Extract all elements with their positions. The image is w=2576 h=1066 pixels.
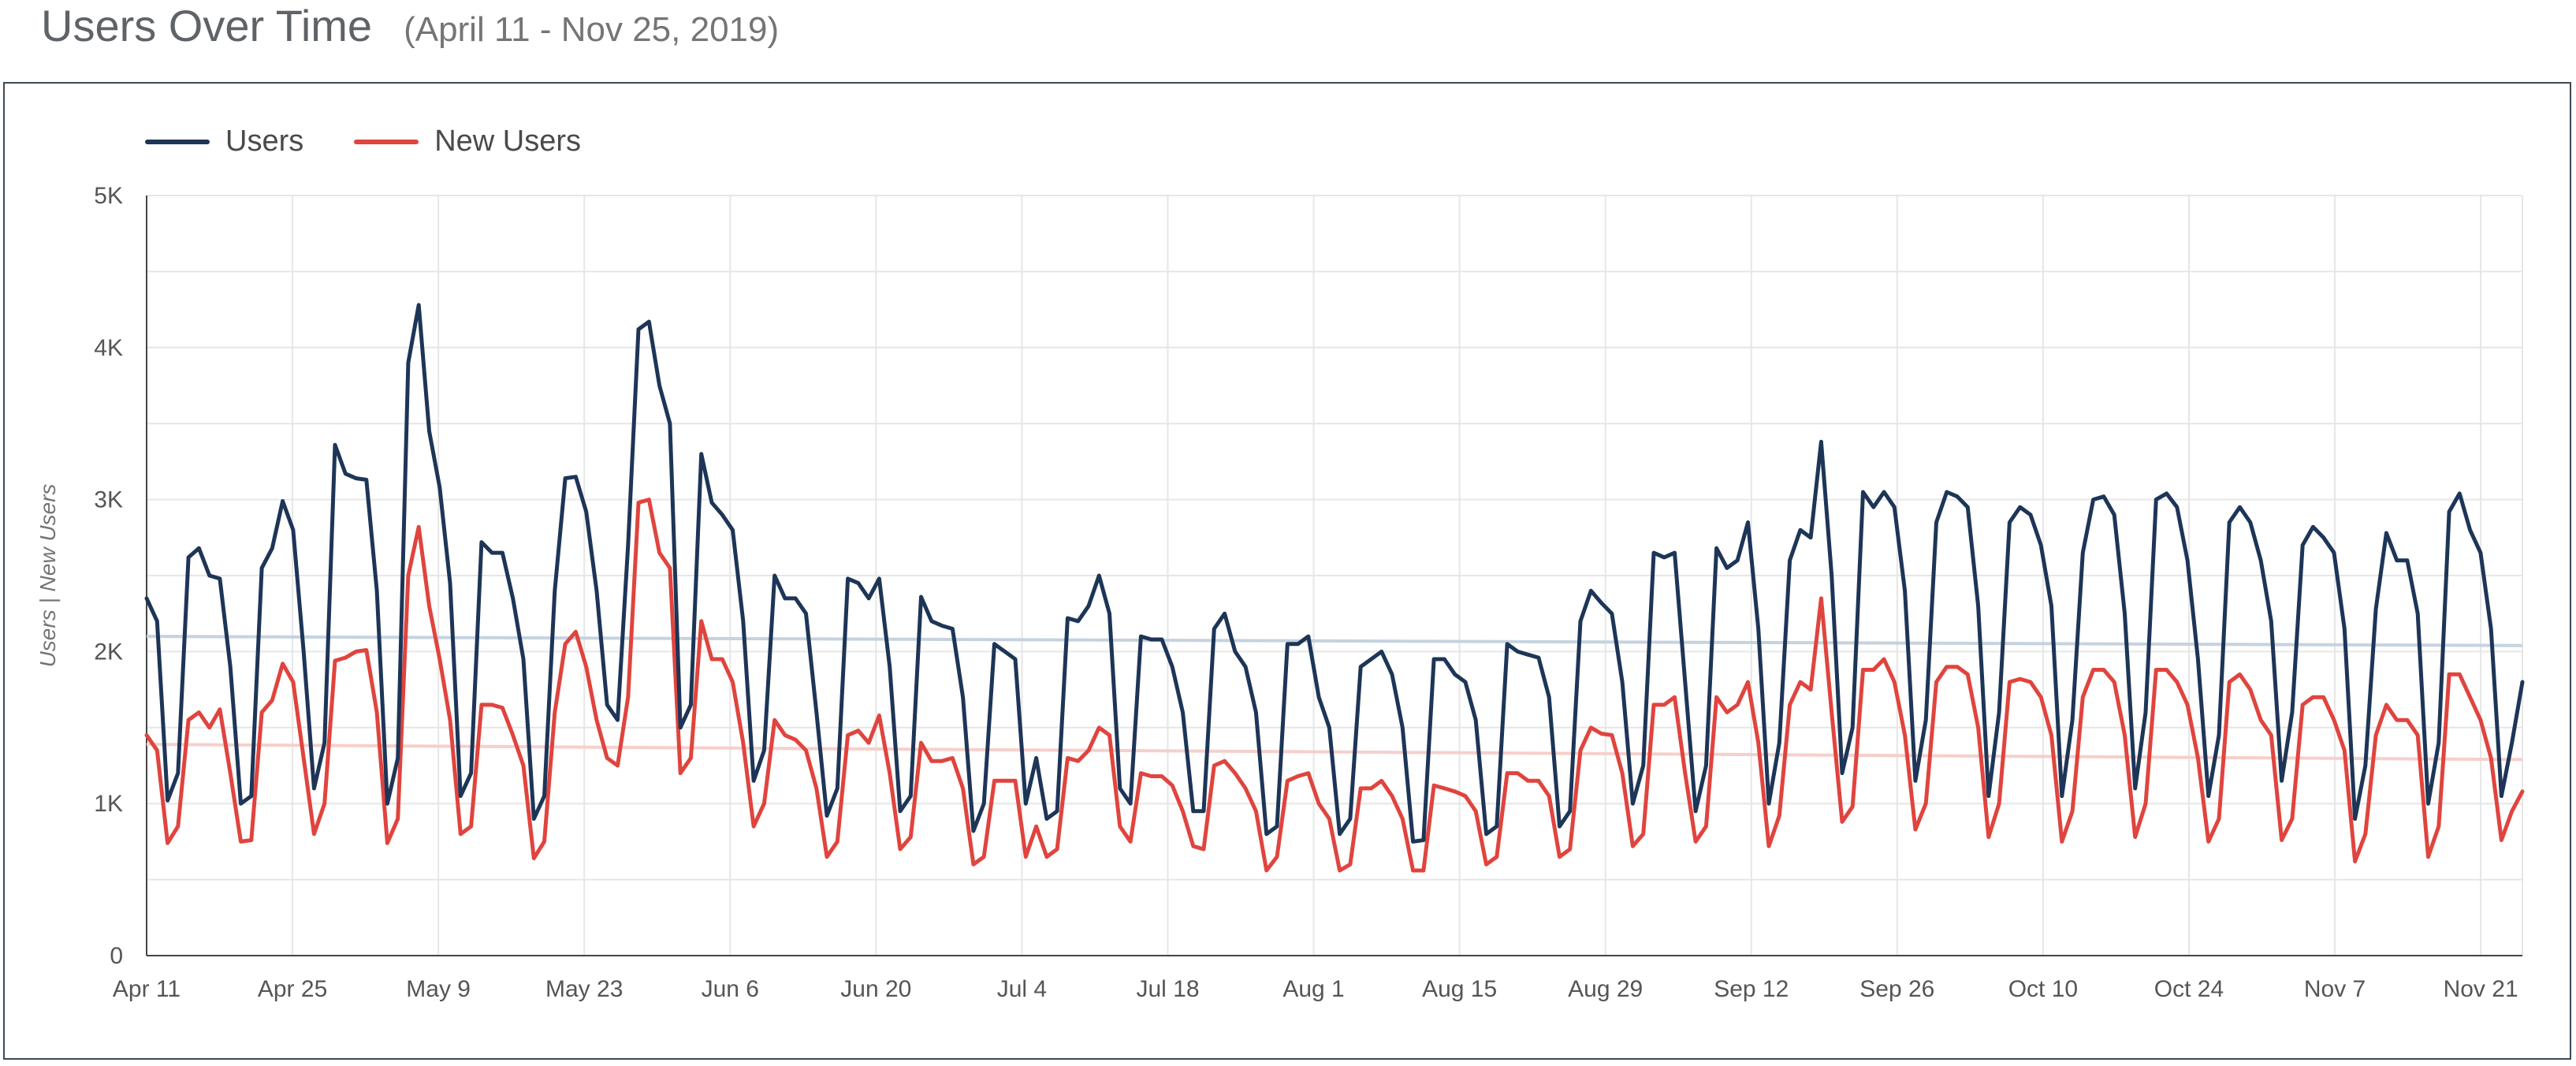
x-tick-label: Jun 20 bbox=[840, 976, 911, 1002]
legend-item-users[interactable]: Users bbox=[145, 125, 303, 158]
x-tick-label: Jun 6 bbox=[702, 976, 759, 1002]
x-tick-label: Aug 15 bbox=[1422, 976, 1497, 1002]
y-tick-label: 1K bbox=[94, 791, 123, 817]
y-tick-label: 4K bbox=[94, 335, 123, 361]
x-tick-label: Nov 7 bbox=[2304, 976, 2366, 1002]
y-tick-label: 2K bbox=[94, 639, 123, 665]
x-tick-label: Jul 4 bbox=[997, 976, 1047, 1002]
x-tick-label: Apr 25 bbox=[258, 976, 327, 1002]
chart-subtitle: (April 11 - Nov 25, 2019) bbox=[404, 10, 780, 49]
legend-swatch-new-users bbox=[354, 139, 419, 144]
legend-swatch-users bbox=[145, 139, 210, 144]
y-tick-label: 5K bbox=[94, 183, 123, 209]
x-tick-label: Aug 29 bbox=[1568, 976, 1643, 1002]
x-tick-label: May 23 bbox=[545, 976, 623, 1002]
x-tick-label: Nov 21 bbox=[2444, 976, 2518, 1002]
x-tick-label: Sep 26 bbox=[1859, 976, 1934, 1002]
y-tick-label: 3K bbox=[94, 487, 123, 513]
x-tick-label: Oct 10 bbox=[2008, 976, 2078, 1002]
y-tick-label: 0 bbox=[110, 943, 123, 969]
chart-panel bbox=[3, 82, 2571, 1060]
y-axis-title: Users | New Users bbox=[35, 484, 60, 668]
trend-line-new-users bbox=[146, 743, 2523, 762]
x-tick-label: May 9 bbox=[406, 976, 471, 1002]
chart-header: Users Over Time (April 11 - Nov 25, 2019… bbox=[41, 0, 779, 63]
x-tick-label: Jul 18 bbox=[1136, 976, 1199, 1002]
legend-label-users: Users bbox=[225, 125, 304, 158]
x-tick-label: Apr 11 bbox=[113, 976, 181, 1002]
legend-item-new-users[interactable]: New Users bbox=[354, 125, 581, 158]
series-line-new-users bbox=[144, 498, 2525, 873]
x-tick-label: Oct 24 bbox=[2154, 976, 2224, 1002]
chart-title: Users Over Time bbox=[41, 1, 373, 50]
chart-legend: Users New Users bbox=[145, 125, 631, 158]
x-tick-label: Aug 1 bbox=[1282, 976, 1344, 1002]
x-tick-label: Sep 12 bbox=[1714, 976, 1789, 1002]
series-line-users bbox=[144, 303, 2525, 844]
trend-line-users bbox=[146, 635, 2523, 647]
legend-label-new-users: New Users bbox=[434, 125, 582, 158]
